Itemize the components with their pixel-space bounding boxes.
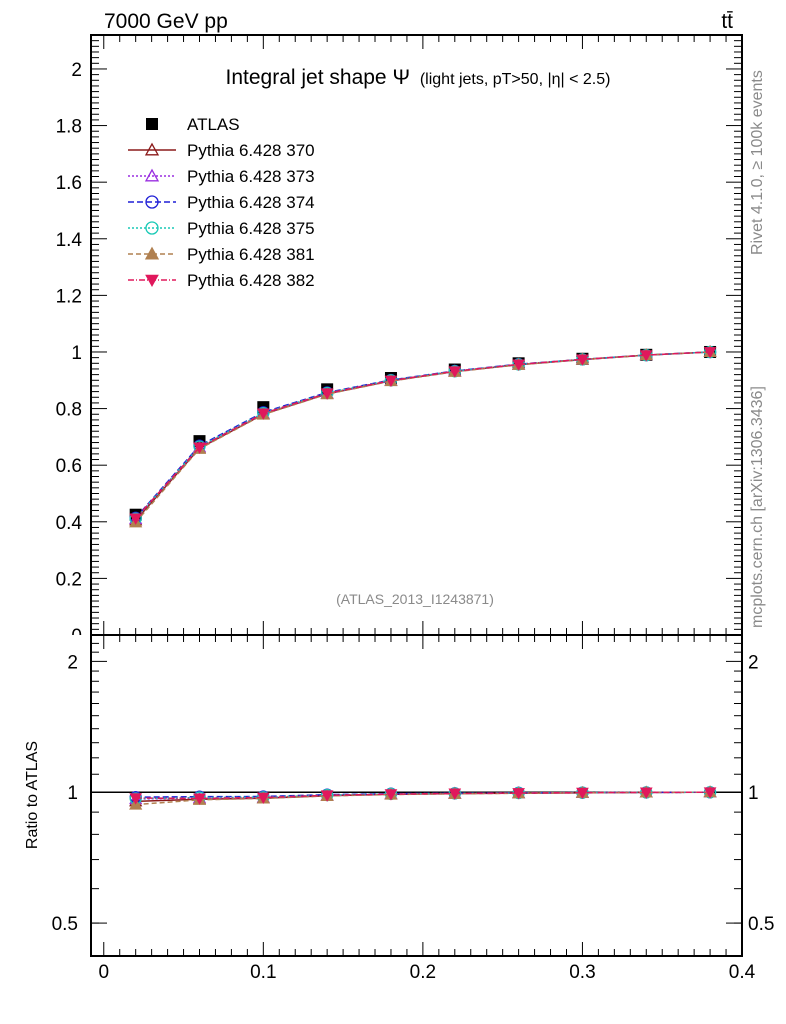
ratio-y-tick-label: 2 (67, 652, 78, 673)
y-tick-label: 0.6 (56, 456, 82, 477)
series-ratio-point (448, 788, 462, 800)
legend-marker (145, 221, 159, 235)
series-point (576, 354, 589, 366)
mcplots-label: mcplots.cern.ch [arXiv:1306.3436] (749, 386, 766, 628)
ratio-frame (90, 634, 743, 957)
legend-marker (144, 142, 160, 156)
series-ratio-point (384, 789, 398, 801)
legend-marker (144, 246, 160, 260)
ratio-y-tick-label-right: 1 (748, 783, 759, 804)
ratio-y-tick-label-right: 2 (748, 652, 759, 673)
y-tick-label: 0.4 (56, 513, 83, 534)
series-ratio-point (320, 790, 334, 802)
plot-title-sub: (light jets, pT>50, |η| < 2.5) (420, 71, 611, 88)
legend: ATLAS Pythia 6.428 370 Pythia 6.428 373 Pyt… (128, 115, 315, 290)
y-tick-label: 1.8 (56, 117, 82, 138)
legend-label: Pythia 6.428 382 (187, 271, 315, 290)
ratio-panel: 0 0.1 0.2 0.3 0.4 0.5 0.5 1 1 2 2 (52, 634, 774, 983)
series-ratio-point (576, 787, 589, 800)
series-point (703, 347, 717, 359)
series-point (129, 513, 143, 525)
y-tick-label: 1.2 (56, 286, 82, 307)
legend-label: Pythia 6.428 375 (187, 219, 315, 238)
legend-marker (145, 195, 159, 209)
rivet-label: Rivet 4.1.0, ≥ 100k events (749, 70, 766, 255)
process-label: tt̄ (721, 10, 733, 33)
series-ratio-3 (129, 786, 717, 805)
series-main-2 (129, 345, 717, 524)
series-ratio-point (512, 788, 525, 800)
series-main-1 (129, 345, 717, 525)
series-ratio-point (256, 792, 270, 804)
series-ratio-5 (129, 787, 717, 805)
legend-marker-atlas (146, 118, 158, 130)
ratio-axis-label: Ratio to ATLAS (24, 741, 41, 849)
series-point (639, 350, 653, 362)
atlas-data-points (129, 345, 717, 521)
series-line (135, 351, 711, 523)
y-tick-label: 1 (71, 343, 82, 364)
legend-label: ATLAS (187, 115, 240, 134)
series-ratio-point (193, 793, 206, 805)
y-tick-label: 0.8 (56, 400, 82, 421)
series-point (256, 408, 270, 420)
legend-marker (144, 168, 160, 182)
x-tick-label: 0.3 (569, 962, 595, 983)
energy-label: 7000 GeV pp (104, 10, 228, 33)
x-tick-label: 0.2 (410, 962, 436, 983)
series-ratio-1 (129, 785, 717, 805)
plot-title: Integral jet shape Ψ (light jets, pT>50,… (226, 66, 611, 89)
series-main-5 (129, 347, 717, 525)
series-point (193, 442, 206, 454)
series-point (320, 388, 334, 400)
series-ratio-line (135, 791, 711, 800)
series-point (384, 375, 398, 388)
y-tick-label: 0 (71, 626, 82, 647)
legend-label: Pythia 6.428 381 (187, 245, 315, 264)
series-ratio-point (129, 793, 143, 805)
ratio-y-tick-label-right: 0.5 (748, 914, 774, 935)
y-tick-label: 2 (71, 60, 82, 81)
x-tick-label: 0 (98, 962, 109, 983)
ratio-y-tick-label: 0.5 (52, 914, 78, 935)
y-tick-label: 0.2 (56, 569, 82, 590)
legend-marker (145, 274, 159, 288)
series-ratio-point (639, 787, 653, 799)
series-line (135, 351, 711, 519)
x-tick-label: 0.1 (250, 962, 276, 983)
zero-label-clip: 0 (71, 626, 82, 647)
legend-label: Pythia 6.428 374 (187, 193, 315, 212)
series-point (448, 366, 462, 378)
legend-label: Pythia 6.428 373 (187, 167, 315, 186)
y-tick-label: 1.4 (56, 230, 83, 251)
legend-label: Pythia 6.428 370 (187, 141, 315, 160)
main-panel: 0.2 0.4 0.6 0.8 1 1.2 1.4 1.6 1.8 2 0 (56, 34, 743, 647)
ratio-y-tick-label: 1 (67, 783, 78, 804)
series-line (135, 351, 711, 520)
plot-title-main: Integral jet shape Ψ (226, 66, 411, 89)
series-ratio-point (703, 787, 717, 799)
y-tick-label: 1.6 (56, 173, 82, 194)
analysis-watermark: (ATLAS_2013_I1243871) (336, 591, 494, 607)
x-tick-label: 0.4 (729, 962, 756, 983)
series-point (512, 359, 525, 371)
